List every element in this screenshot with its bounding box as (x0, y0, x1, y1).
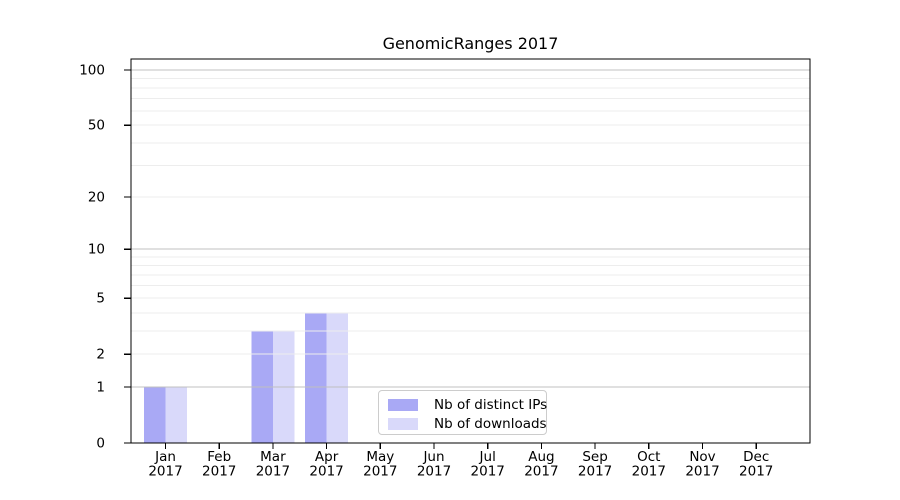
svg-text:5: 5 (96, 291, 105, 307)
svg-text:Apr: Apr (315, 449, 339, 465)
svg-text:2017: 2017 (363, 464, 397, 480)
svg-text:2017: 2017 (685, 464, 719, 480)
svg-text:Nov: Nov (689, 449, 715, 465)
svg-text:Dec: Dec (743, 449, 769, 465)
svg-text:2017: 2017 (471, 464, 505, 480)
svg-text:2017: 2017 (578, 464, 612, 480)
svg-text:20: 20 (88, 189, 105, 205)
svg-text:50: 50 (88, 118, 105, 134)
svg-text:Feb: Feb (207, 449, 231, 465)
svg-text:2017: 2017 (309, 464, 343, 480)
svg-text:2017: 2017 (632, 464, 666, 480)
svg-text:100: 100 (79, 63, 105, 79)
svg-text:2017: 2017 (417, 464, 451, 480)
chart-title: GenomicRanges 2017 (382, 34, 559, 53)
legend-item-distinct-ips: Nb of distinct IPs (388, 396, 548, 413)
svg-text:1: 1 (96, 379, 105, 395)
svg-text:Jul: Jul (479, 449, 496, 465)
svg-text:2: 2 (96, 347, 105, 363)
svg-text:May: May (366, 449, 394, 465)
svg-text:2017: 2017 (739, 464, 773, 480)
svg-text:Oct: Oct (637, 449, 660, 465)
legend-swatch-distinct-ips (388, 398, 418, 411)
svg-text:Sep: Sep (582, 449, 607, 465)
legend-item-downloads: Nb of downloads (388, 415, 547, 432)
svg-text:Aug: Aug (528, 449, 554, 465)
legend-swatch-downloads (388, 417, 418, 430)
legend-label-downloads: Nb of downloads (434, 415, 547, 432)
svg-text:2017: 2017 (148, 464, 182, 480)
legend: Nb of distinct IPs Nb of downloads (378, 390, 547, 435)
svg-text:10: 10 (88, 242, 105, 258)
legend-label-distinct-ips: Nb of distinct IPs (434, 396, 548, 413)
svg-text:2017: 2017 (202, 464, 236, 480)
svg-text:Jun: Jun (422, 449, 444, 465)
svg-text:2017: 2017 (256, 464, 290, 480)
svg-text:2017: 2017 (524, 464, 558, 480)
svg-text:Jan: Jan (154, 449, 176, 465)
svg-text:0: 0 (96, 436, 105, 452)
svg-text:Mar: Mar (260, 449, 286, 465)
